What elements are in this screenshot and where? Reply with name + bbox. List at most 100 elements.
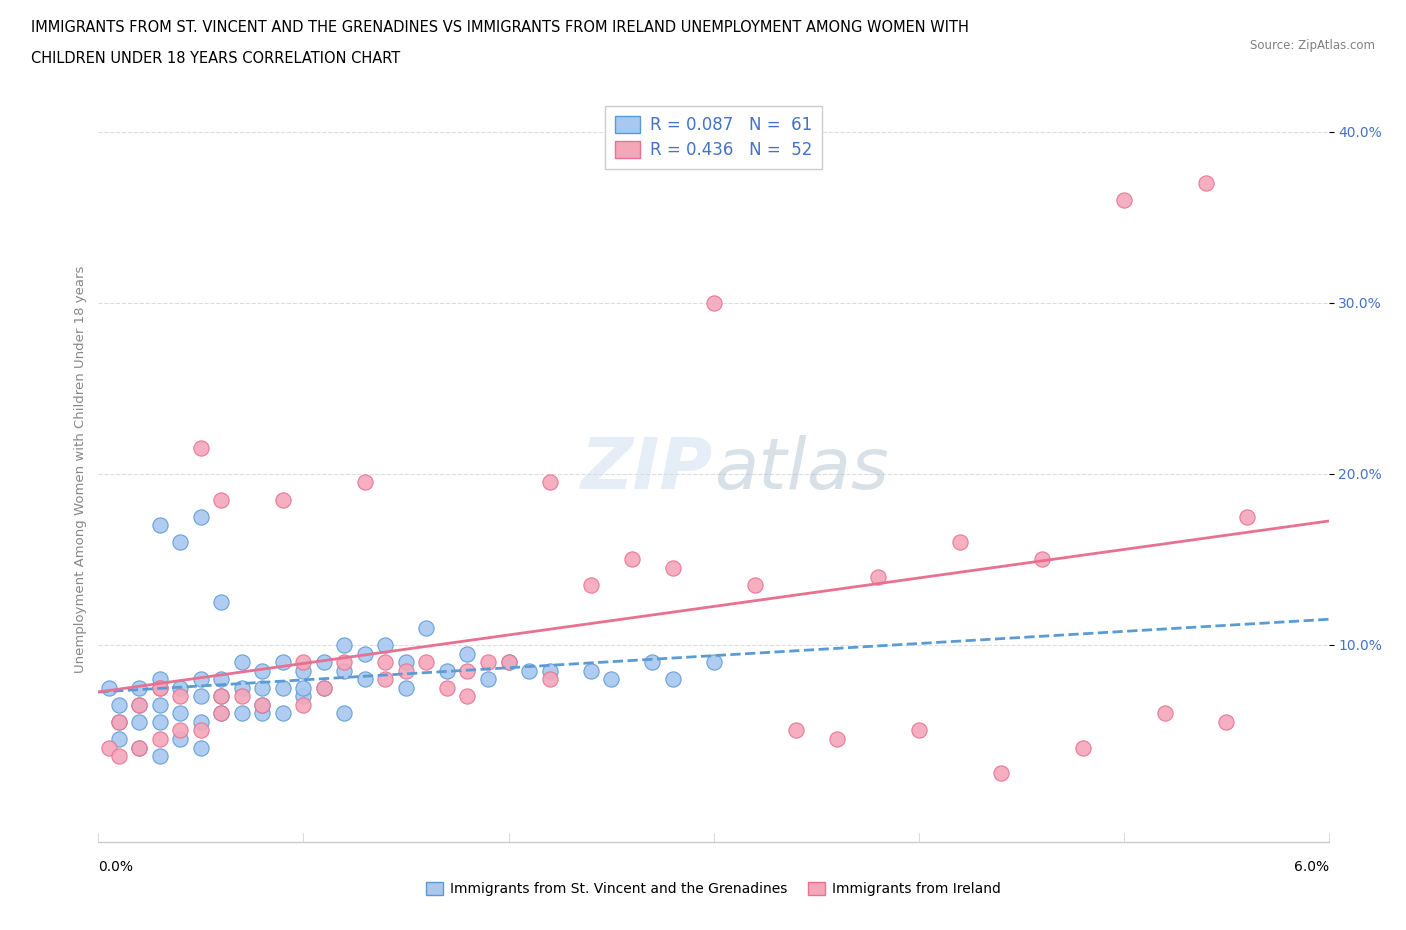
Point — [744, 578, 766, 592]
Text: Source: ZipAtlas.com: Source: ZipAtlas.com — [1250, 39, 1375, 52]
Point — [252, 698, 274, 712]
Point — [354, 475, 377, 490]
Point — [108, 698, 131, 712]
Point — [1112, 193, 1135, 207]
Point — [97, 680, 120, 695]
Point — [600, 671, 623, 686]
Point — [477, 655, 499, 670]
Point — [1215, 714, 1237, 729]
Point — [169, 689, 191, 704]
Y-axis label: Unemployment Among Women with Children Under 18 years: Unemployment Among Women with Children U… — [75, 266, 87, 673]
Point — [169, 535, 191, 550]
Point — [292, 689, 315, 704]
Point — [436, 663, 458, 678]
Point — [907, 723, 929, 737]
Point — [190, 723, 212, 737]
Point — [108, 749, 131, 764]
Point — [271, 492, 294, 507]
Point — [128, 740, 150, 755]
Point — [292, 698, 315, 712]
Point — [128, 714, 150, 729]
Point — [395, 655, 418, 670]
Point — [579, 578, 602, 592]
Point — [333, 706, 356, 721]
Point — [374, 638, 396, 653]
Point — [211, 492, 233, 507]
Point — [333, 655, 356, 670]
Point — [436, 680, 458, 695]
Point — [252, 706, 274, 721]
Point — [231, 680, 253, 695]
Point — [169, 732, 191, 747]
Text: ZIP: ZIP — [581, 435, 714, 504]
Point — [211, 689, 233, 704]
Point — [1195, 176, 1218, 191]
Point — [498, 655, 520, 670]
Point — [190, 689, 212, 704]
Point — [374, 655, 396, 670]
Point — [395, 680, 418, 695]
Point — [498, 655, 520, 670]
Point — [211, 671, 233, 686]
Point — [703, 296, 725, 311]
Point — [477, 671, 499, 686]
Point — [990, 765, 1012, 780]
Point — [312, 655, 335, 670]
Point — [149, 714, 172, 729]
Point — [415, 655, 437, 670]
Point — [169, 680, 191, 695]
Point — [271, 680, 294, 695]
Point — [108, 714, 131, 729]
Point — [517, 663, 540, 678]
Point — [149, 749, 172, 764]
Point — [1236, 510, 1258, 525]
Point — [579, 663, 602, 678]
Point — [128, 698, 150, 712]
Point — [231, 706, 253, 721]
Point — [312, 680, 335, 695]
Point — [128, 680, 150, 695]
Point — [538, 663, 561, 678]
Point — [252, 663, 274, 678]
Point — [1071, 740, 1094, 755]
Point — [149, 698, 172, 712]
Point — [190, 714, 212, 729]
Point — [97, 740, 120, 755]
Text: atlas: atlas — [714, 435, 889, 504]
Point — [252, 680, 274, 695]
Point — [415, 620, 437, 635]
Point — [108, 714, 131, 729]
Point — [149, 680, 172, 695]
Point — [456, 646, 478, 661]
Point — [354, 671, 377, 686]
Point — [149, 518, 172, 533]
Point — [128, 740, 150, 755]
Point — [292, 663, 315, 678]
Point — [620, 552, 643, 567]
Point — [271, 706, 294, 721]
Point — [190, 510, 212, 525]
Point — [211, 706, 233, 721]
Legend: Immigrants from St. Vincent and the Grenadines, Immigrants from Ireland: Immigrants from St. Vincent and the Gren… — [420, 877, 1007, 902]
Point — [149, 671, 172, 686]
Point — [211, 706, 233, 721]
Point — [211, 689, 233, 704]
Point — [231, 655, 253, 670]
Text: 6.0%: 6.0% — [1294, 860, 1329, 874]
Point — [108, 732, 131, 747]
Point — [190, 740, 212, 755]
Point — [395, 663, 418, 678]
Point — [211, 595, 233, 610]
Point — [1153, 706, 1175, 721]
Point — [333, 638, 356, 653]
Point — [866, 569, 889, 584]
Point — [949, 535, 972, 550]
Point — [785, 723, 807, 737]
Text: CHILDREN UNDER 18 YEARS CORRELATION CHART: CHILDREN UNDER 18 YEARS CORRELATION CHAR… — [31, 51, 401, 66]
Point — [190, 671, 212, 686]
Point — [271, 655, 294, 670]
Point — [312, 680, 335, 695]
Point — [538, 671, 561, 686]
Point — [149, 680, 172, 695]
Point — [456, 663, 478, 678]
